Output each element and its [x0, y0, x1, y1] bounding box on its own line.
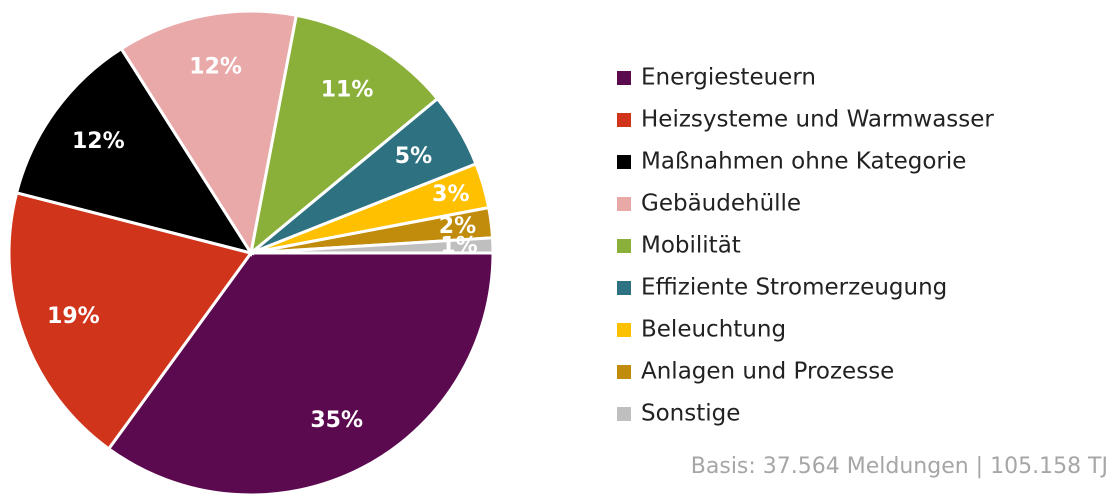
value-label: 3% — [432, 182, 469, 207]
legend-swatch — [617, 323, 631, 337]
legend-label: Beleuchtung — [641, 317, 786, 343]
value-label: 19% — [47, 304, 100, 329]
value-label: 12% — [72, 129, 125, 154]
pie-slice — [248, 13, 440, 257]
pie-slice — [119, 9, 299, 258]
legend-swatch — [617, 113, 631, 127]
value-label: 11% — [321, 78, 374, 103]
legend-label: Anlagen und Prozesse — [641, 359, 894, 385]
annotation: Basis: 37.564 Meldungen | 105.158 TJ — [691, 454, 1108, 479]
legend-label: Maßnahmen ohne Kategorie — [641, 149, 966, 175]
legend-label: Gebäudehülle — [641, 191, 801, 217]
pie-slice — [106, 251, 495, 494]
value-label: 1% — [440, 233, 477, 258]
legend-swatch — [617, 71, 631, 85]
legend-label: Heizsysteme und Warmwasser — [641, 107, 994, 133]
legend-label: Sonstige — [641, 401, 740, 427]
legend-swatch — [617, 281, 631, 295]
legend-swatch — [617, 197, 631, 211]
legend-label: Effiziente Stromerzeugung — [641, 275, 947, 301]
value-label: 12% — [189, 55, 242, 80]
legend-swatch — [617, 407, 631, 421]
value-label: 2% — [439, 214, 476, 239]
legend-label: Energiesteuern — [641, 65, 816, 91]
pie-slice — [250, 236, 495, 255]
pie-slice — [14, 46, 255, 256]
legend-swatch — [617, 239, 631, 253]
value-label: 5% — [395, 144, 432, 169]
legend-swatch — [617, 365, 631, 379]
pie-slice — [7, 190, 254, 451]
legend-swatch — [617, 155, 631, 169]
legend-label: Mobilität — [641, 233, 741, 259]
value-label: 35% — [310, 408, 363, 433]
